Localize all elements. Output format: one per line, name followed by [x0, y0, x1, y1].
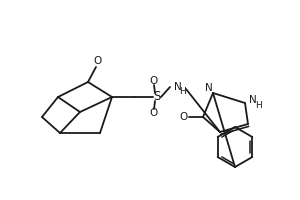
Text: O: O [94, 56, 102, 66]
Text: N: N [249, 95, 257, 105]
Text: S: S [153, 90, 161, 104]
Text: N: N [205, 83, 213, 93]
Text: O: O [149, 76, 157, 86]
Text: O: O [149, 108, 157, 118]
Text: O: O [179, 112, 187, 122]
Text: N: N [174, 82, 182, 92]
Text: H: H [256, 100, 262, 110]
Text: H: H [180, 86, 186, 96]
